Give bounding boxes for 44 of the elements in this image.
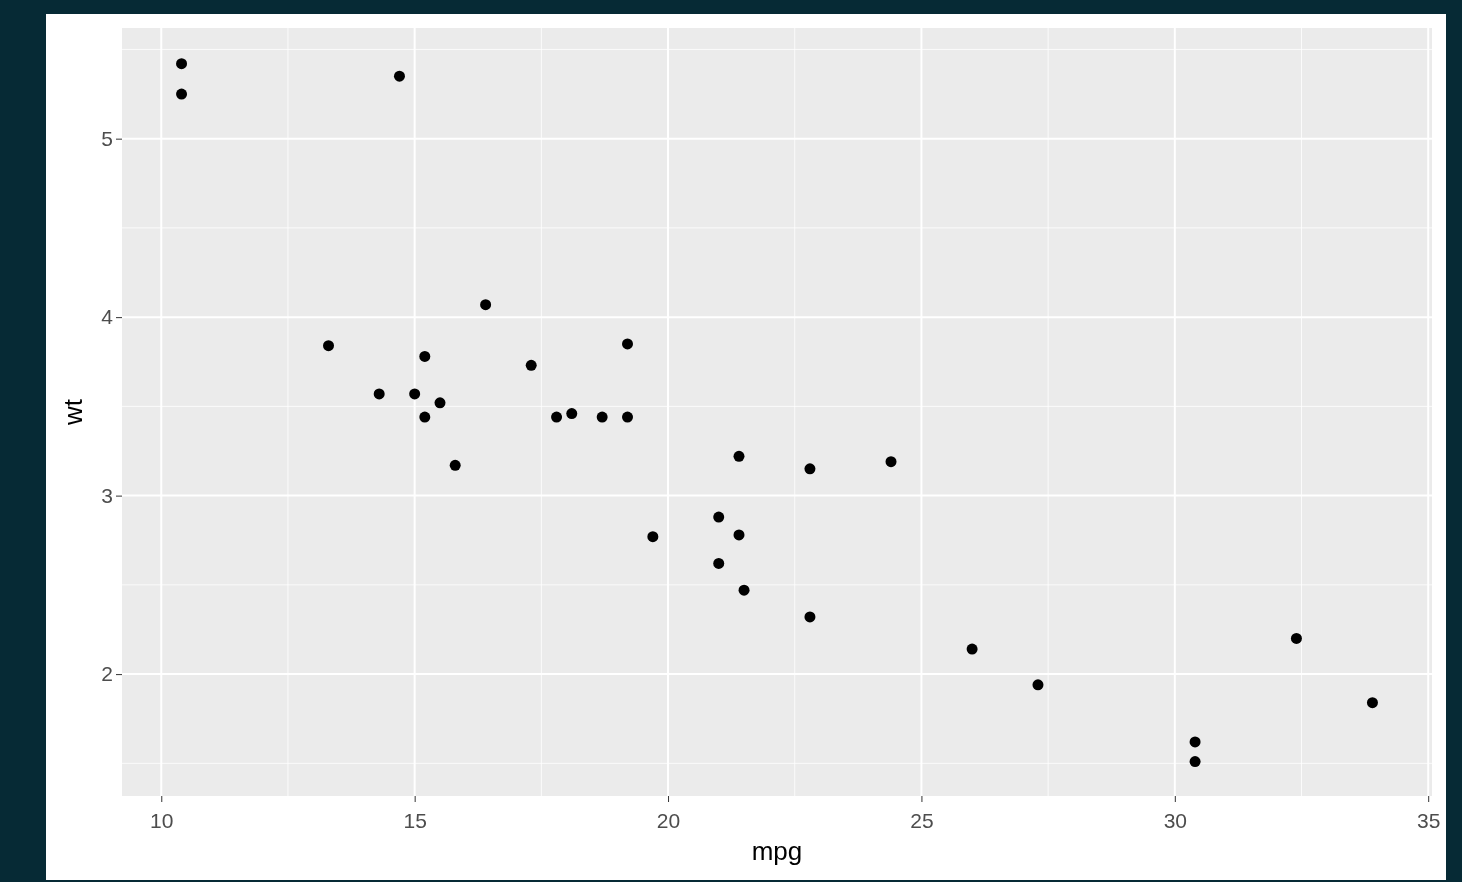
point <box>622 411 633 423</box>
point <box>713 557 725 569</box>
x-axis-title: mpg <box>751 836 803 866</box>
point <box>885 456 897 468</box>
point <box>551 411 563 423</box>
point <box>525 359 537 371</box>
point <box>622 338 633 350</box>
point <box>733 529 745 541</box>
point <box>449 459 461 471</box>
point <box>1189 756 1201 768</box>
x-tick-label: 30 <box>1163 809 1187 833</box>
x-tick-label: 35 <box>1417 809 1441 833</box>
point <box>434 397 446 409</box>
x-tick-label: 10 <box>150 809 174 833</box>
y-tick-label: 5 <box>101 126 113 150</box>
x-tick-label: 15 <box>403 809 427 833</box>
y-tick-label: 2 <box>101 662 113 686</box>
point <box>323 340 335 352</box>
point <box>393 70 405 82</box>
point <box>1366 697 1378 709</box>
x-tick-label: 20 <box>656 809 681 833</box>
point <box>176 88 188 100</box>
point <box>966 643 978 655</box>
y-tick-label: 4 <box>101 305 114 329</box>
point <box>409 388 421 400</box>
point <box>1189 736 1201 748</box>
x-tick-label: 25 <box>910 809 934 833</box>
point <box>733 450 745 462</box>
point <box>176 58 188 70</box>
point <box>566 408 578 420</box>
y-tick-label: 3 <box>101 483 113 507</box>
point <box>419 411 431 423</box>
point <box>1290 632 1302 644</box>
point <box>596 411 608 423</box>
point <box>373 388 385 400</box>
point <box>647 531 659 543</box>
point <box>480 299 492 311</box>
point <box>804 611 816 623</box>
y-axis-title: wt <box>58 398 88 426</box>
point <box>419 350 431 362</box>
point <box>1032 679 1044 691</box>
point <box>738 584 750 596</box>
point <box>713 511 725 523</box>
point <box>804 463 816 475</box>
